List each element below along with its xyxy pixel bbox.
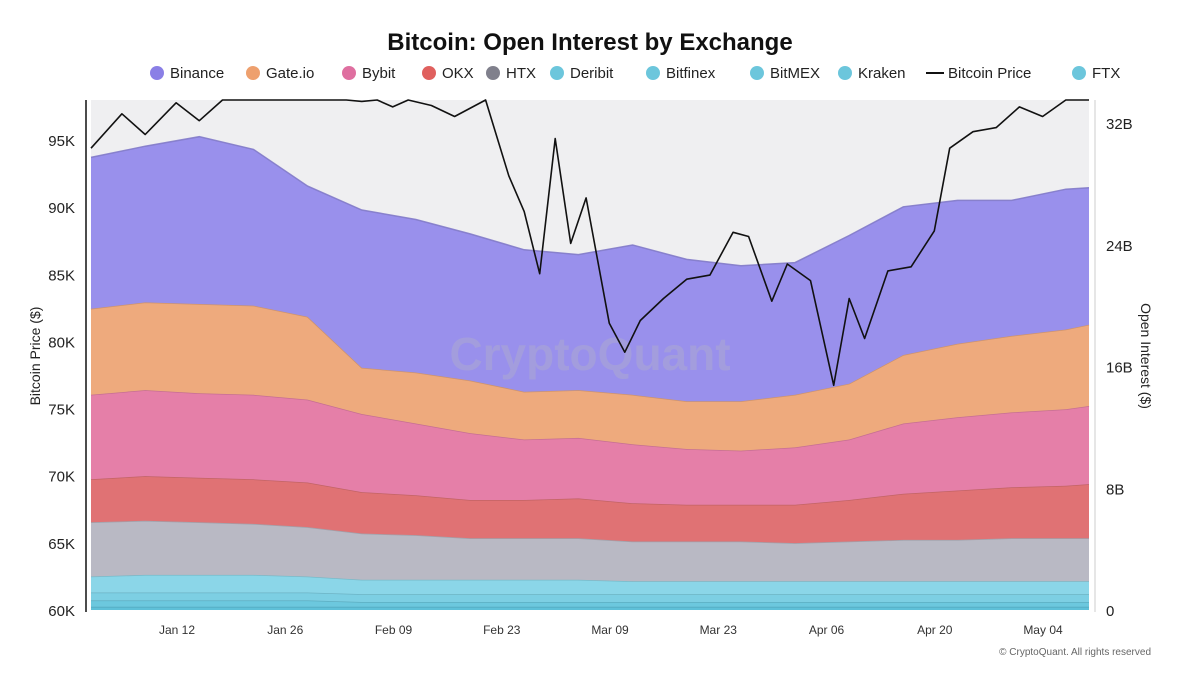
chart-title: Bitcoin: Open Interest by Exchange: [387, 29, 792, 56]
legend-item-bitfinex[interactable]: Bitfinex: [646, 65, 716, 82]
legend-label: BitMEX: [770, 65, 820, 82]
legend-dot-marker: [1072, 66, 1086, 80]
x-tick-label: May 04: [1023, 623, 1063, 637]
x-tick-label: Mar 09: [591, 623, 629, 637]
x-tick-label: Apr 06: [809, 623, 845, 637]
legend-label: Kraken: [858, 65, 906, 82]
area-okx: [91, 476, 1089, 544]
legend-dot-marker: [150, 66, 164, 80]
legend-dot-marker: [246, 66, 260, 80]
left-tick-label: 65K: [48, 536, 75, 553]
left-tick-label: 95K: [48, 133, 75, 150]
legend-item-okx[interactable]: OKX: [422, 65, 474, 82]
legend-item-ftx[interactable]: FTX: [1072, 65, 1120, 82]
x-axis-ticks: Jan 12 Jan 26 Feb 09 Feb 23 Mar 09 Mar 23 Apr …: [159, 623, 1063, 637]
area-layer: [90, 135, 1090, 610]
price-layer: [90, 99, 1089, 387]
area-kraken: [91, 606, 1089, 610]
left-axis-label: Bitcoin Price ($): [27, 307, 43, 406]
right-tick-label: 8B: [1106, 481, 1124, 498]
x-tick-label: Mar 23: [700, 623, 738, 637]
legend-label: Bitcoin Price: [948, 65, 1031, 82]
right-tick-label: 0: [1106, 603, 1114, 620]
legend-dot-marker: [646, 66, 660, 80]
left-tick-label: 60K: [48, 603, 75, 620]
legend-label: Bybit: [362, 65, 396, 82]
area-bitfinex: [91, 592, 1089, 602]
legend-item-bitmex[interactable]: BitMEX: [750, 65, 820, 82]
x-tick-label: Jan 26: [267, 623, 303, 637]
area-binance: [91, 136, 1089, 402]
left-tick-label: 70K: [48, 469, 75, 486]
area-deribit: [91, 574, 1089, 595]
legend: Binance Gate.io Bybit OKX HTX Deribit Bitfinex…: [150, 65, 1120, 82]
area-bybit: [91, 390, 1089, 505]
copyright-notice: © CryptoQuant. All rights reserved: [999, 647, 1151, 658]
legend-dot-marker: [486, 66, 500, 80]
left-tick-label: 85K: [48, 267, 75, 284]
legend-label: OKX: [442, 65, 474, 82]
legend-item-binance[interactable]: Binance: [150, 65, 224, 82]
legend-item-gate-io[interactable]: Gate.io: [246, 65, 314, 82]
left-axis-ticks: 95K 90K 85K 80K 75K 70K 65K 60K: [48, 133, 75, 620]
legend-label: Binance: [170, 65, 224, 82]
area-edge-binance: [90, 135, 1090, 267]
legend-label: HTX: [506, 65, 536, 82]
watermark: CryptoQuant: [449, 328, 730, 380]
right-tick-label: 16B: [1106, 360, 1133, 377]
legend-item-deribit[interactable]: Deribit: [550, 65, 614, 82]
legend-item-bybit[interactable]: Bybit: [342, 65, 396, 82]
legend-item-kraken[interactable]: Kraken: [838, 65, 906, 82]
legend-item-bitcoin-price[interactable]: Bitcoin Price: [926, 65, 1031, 82]
area-htx: [91, 520, 1089, 582]
x-tick-label: Jan 12: [159, 623, 195, 637]
x-tick-label: Feb 09: [375, 623, 413, 637]
legend-dot-marker: [422, 66, 436, 80]
right-tick-label: 32B: [1106, 116, 1133, 133]
bitcoin-price-line: [90, 99, 1089, 387]
legend-dot-marker: [550, 66, 564, 80]
area-gate-io: [91, 302, 1089, 451]
right-axis-ticks: 32B 24B 16B 8B 0: [1106, 116, 1133, 620]
right-tick-label: 24B: [1106, 238, 1133, 255]
right-axis-label: Open Interest ($): [1138, 303, 1154, 409]
legend-label: Deribit: [570, 65, 614, 82]
legend-label: Gate.io: [266, 65, 314, 82]
x-tick-label: Apr 20: [917, 623, 953, 637]
area-edge-gate-io: [90, 301, 1090, 402]
left-tick-label: 80K: [48, 334, 75, 351]
legend-label: Bitfinex: [666, 65, 716, 82]
legend-label: FTX: [1092, 65, 1120, 82]
left-tick-label: 90K: [48, 200, 75, 217]
legend-item-htx[interactable]: HTX: [486, 65, 536, 82]
legend-dot-marker: [342, 66, 356, 80]
legend-dot-marker: [750, 66, 764, 80]
legend-dot-marker: [838, 66, 852, 80]
left-tick-label: 75K: [48, 402, 75, 419]
x-tick-label: Feb 23: [483, 623, 521, 637]
